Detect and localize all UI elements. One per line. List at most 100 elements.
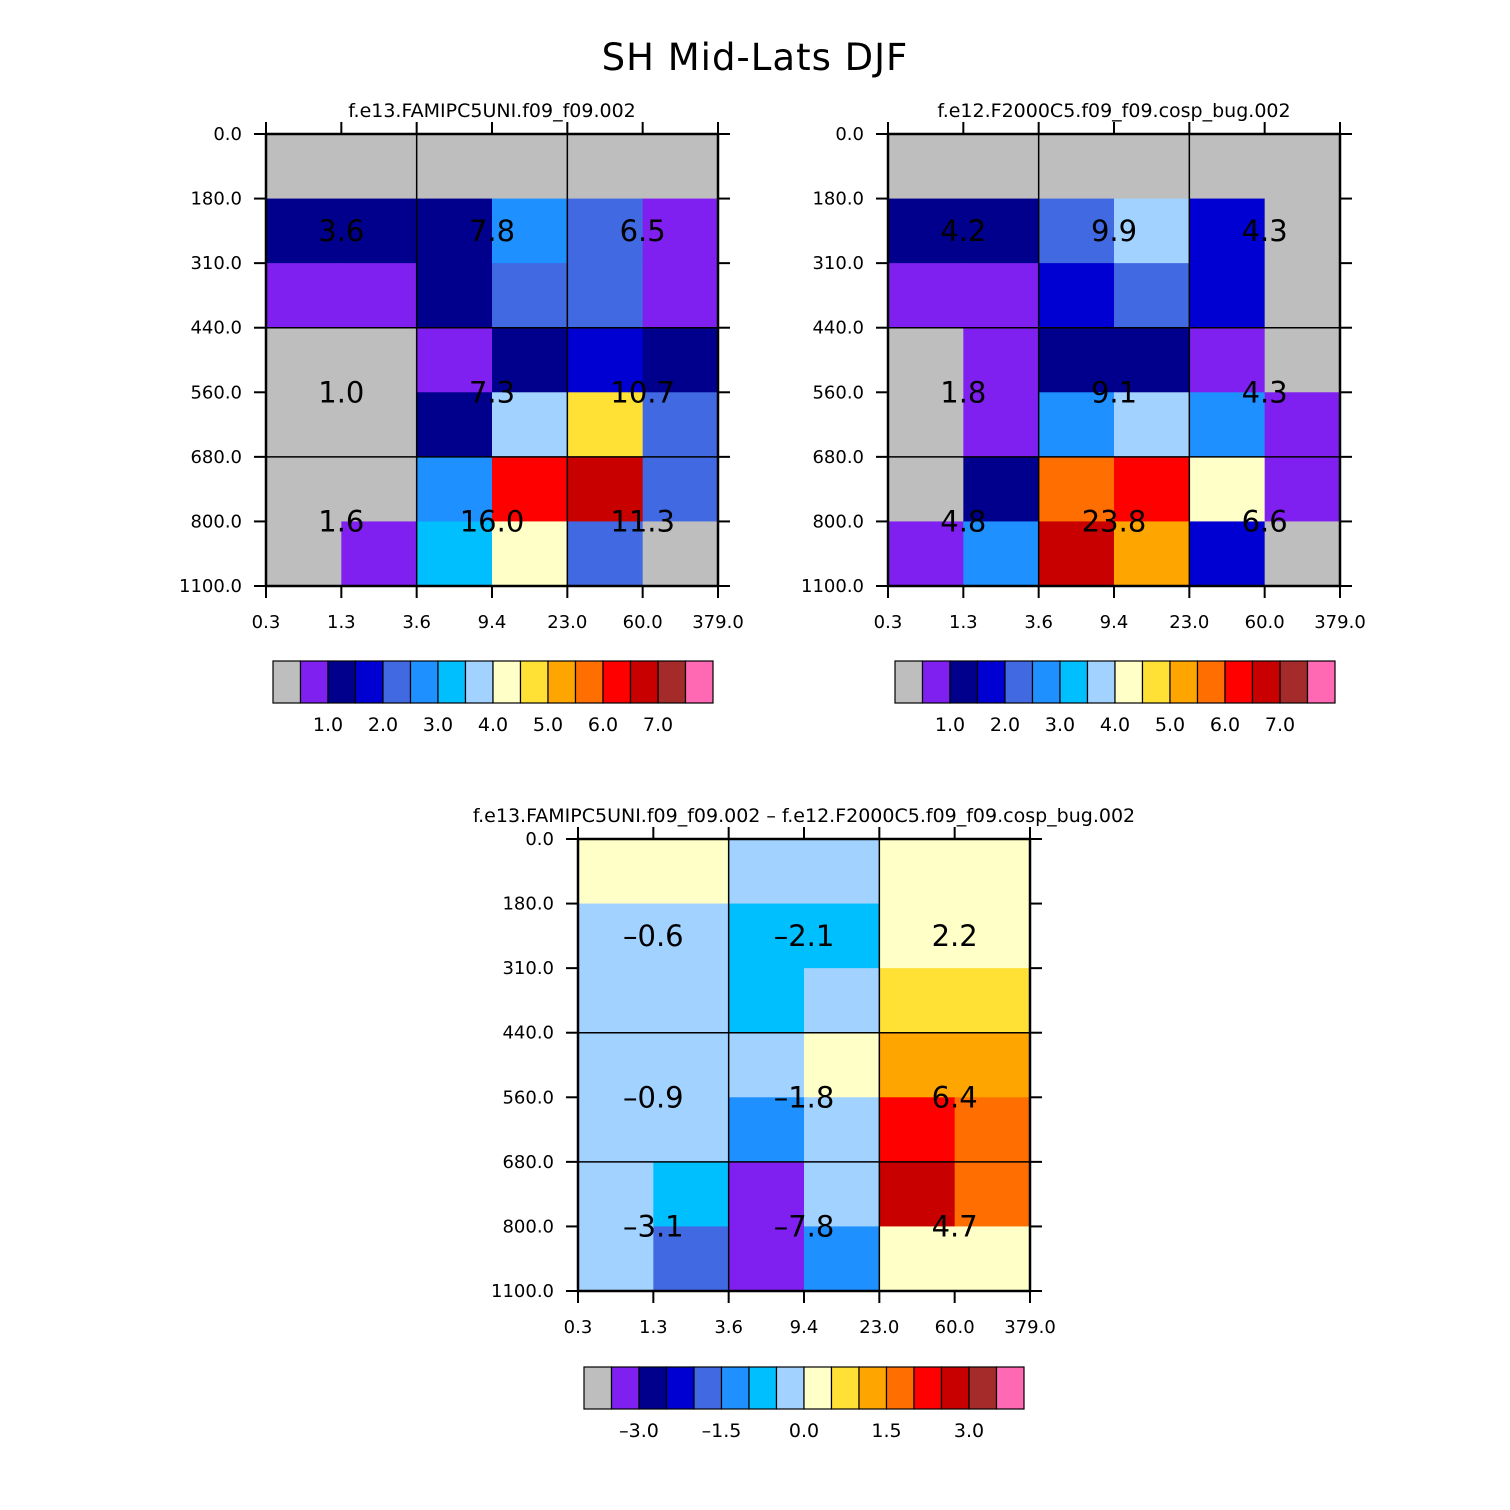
heatmap-cell-r2-c3	[492, 263, 568, 329]
heatmap-cell-r6-c5	[1264, 521, 1341, 587]
heatmap-cell-r6-c2	[416, 521, 493, 587]
x-tick-label: 3.6	[402, 612, 431, 633]
heatmap-cell-r4-c1	[963, 392, 1040, 458]
colorbar-label: 7.0	[1265, 714, 1295, 736]
block-value: 4.2	[940, 214, 986, 248]
heatmap-cell-r1-c1	[963, 198, 1040, 264]
heatmap-cell-r5-c2	[1038, 456, 1115, 523]
colorbar-swatch	[492, 660, 522, 704]
block-value: 6.5	[620, 214, 666, 248]
heatmap-cell-r0-c0	[578, 839, 654, 905]
x-tick-label: 60.0	[935, 1317, 975, 1338]
y-tick-label: 310.0	[190, 253, 242, 274]
panel-model-a: f.e13.FAMIPC5UNI.f09_f09.002 0.3 1.3 3.6 9.4…	[179, 100, 744, 736]
heatmap-cell-r5-c4	[879, 1161, 956, 1228]
colorbar-swatch	[684, 660, 714, 704]
heatmap-cell-r5-c0	[888, 456, 964, 523]
x-tick-label: 1.3	[639, 1317, 668, 1338]
colorbar-label: –1.5	[702, 1420, 742, 1442]
heatmap-cell-r5-c3	[804, 1161, 880, 1228]
heatmap-cell-r0-c1	[653, 839, 730, 905]
colorbar-swatch	[638, 1366, 668, 1410]
heatmap-cell-r2-c5	[1264, 263, 1341, 329]
colorbar-swatch	[1224, 660, 1254, 704]
block-value: 9.1	[1091, 375, 1137, 409]
heatmap-cell-r0-c4	[879, 839, 956, 905]
colorbar-swatch	[1169, 660, 1199, 704]
colorbar-label: –3.0	[619, 1420, 659, 1442]
heatmap-cell-r3-c0	[888, 327, 964, 393]
heatmap-cell-r2-c2	[728, 968, 805, 1034]
heatmap-cell-r1-c4	[1189, 198, 1266, 264]
heatmap-cell-r6-c0	[266, 521, 342, 587]
heatmap-cell-r4-c4	[1189, 392, 1266, 458]
colorbar-label: 1.0	[935, 714, 965, 736]
heatmap-cell-r6-c4	[567, 521, 644, 587]
heatmap-cell-r2-c3	[804, 968, 880, 1034]
heatmap-cell-r1-c0	[266, 198, 342, 264]
heatmap-cell-r0-c4	[567, 134, 644, 200]
colorbar-swatch	[1004, 660, 1034, 704]
block-value: –3.1	[623, 1209, 684, 1243]
colorbar-label: 4.0	[1100, 714, 1130, 736]
panel-title: f.e13.FAMIPC5UNI.f09_f09.002 – f.e12.F20…	[473, 805, 1135, 827]
block-value: 1.0	[318, 375, 364, 409]
heatmap-cell-r4-c1	[341, 392, 418, 458]
block-value: 4.7	[932, 1209, 978, 1243]
y-tick-label: 800.0	[502, 1216, 554, 1237]
x-tick-label: 1.3	[949, 612, 978, 633]
colorbar-swatch	[354, 660, 384, 704]
heatmap-cell-r3-c0	[266, 327, 342, 393]
block-value: 10.7	[610, 375, 675, 409]
colorbar-label: 1.5	[871, 1420, 901, 1442]
heatmap-cell-r4-c2	[416, 392, 493, 458]
heatmap-cell-r1-c4	[879, 903, 956, 969]
heatmap-cell-r6-c2	[728, 1226, 805, 1292]
heatmap-cell-r5-c3	[1114, 456, 1190, 523]
block-value: –7.8	[774, 1209, 835, 1243]
heatmap-cell-r2-c4	[567, 263, 644, 329]
heatmap-cell-r5-c1	[963, 456, 1040, 523]
block-value: 6.4	[932, 1080, 978, 1114]
y-tick-label: 560.0	[812, 382, 864, 403]
heatmap-cell-r1-c5	[642, 198, 719, 264]
heatmap-cell-r0-c3	[804, 839, 880, 905]
colorbar-swatch	[547, 660, 577, 704]
y-tick-label: 180.0	[190, 189, 242, 210]
heatmap-cell-r2-c1	[653, 968, 730, 1034]
colorbar-swatch	[437, 660, 467, 704]
heatmap-cell-r3-c3	[492, 327, 568, 393]
colorbar-swatch	[464, 660, 494, 704]
heatmap-cell-r5-c4	[1189, 456, 1266, 523]
heatmap-cell-r4-c4	[879, 1097, 956, 1163]
y-tick-label: 310.0	[812, 253, 864, 274]
colorbar-label: 4.0	[478, 714, 508, 736]
heatmap-cell-r5-c0	[266, 456, 342, 523]
heatmap-cell-r4-c3	[1114, 392, 1190, 458]
heatmap-cell-r1-c0	[578, 903, 654, 969]
heatmap-cell-r2-c2	[416, 263, 493, 329]
y-tick-label: 180.0	[502, 894, 554, 915]
x-tick-label: 0.3	[874, 612, 903, 633]
y-tick-label: 310.0	[502, 958, 554, 979]
heatmap-cell-r4-c0	[578, 1097, 654, 1163]
heatmap-cell-r0-c1	[963, 134, 1040, 200]
panel-model-b: f.e12.F2000C5.f09_f09.cosp_bug.002 0.3 1.3…	[801, 100, 1366, 736]
heatmap-cell-r5-c5	[642, 456, 719, 523]
colorbar-swatch	[602, 660, 632, 704]
heatmap-cell-r3-c1	[341, 327, 418, 393]
x-tick-label: 9.4	[790, 1317, 819, 1338]
x-tick-label: 3.6	[1024, 612, 1053, 633]
colorbar-swatch	[921, 660, 951, 704]
block-value: 16.0	[460, 504, 525, 538]
colorbar-swatch	[995, 1366, 1025, 1410]
heatmap-cell-r6-c3	[804, 1226, 880, 1292]
x-tick-label: 3.6	[714, 1317, 743, 1338]
block-value: –0.9	[623, 1080, 684, 1114]
heatmap-cell-r2-c4	[1189, 263, 1266, 329]
heatmap-cell-r0-c5	[954, 839, 1031, 905]
colorbar-swatch	[885, 1366, 915, 1410]
y-tick-label: 180.0	[812, 189, 864, 210]
heatmap-cell-r6-c3	[1114, 521, 1190, 587]
colorbar-label: 5.0	[1155, 714, 1185, 736]
